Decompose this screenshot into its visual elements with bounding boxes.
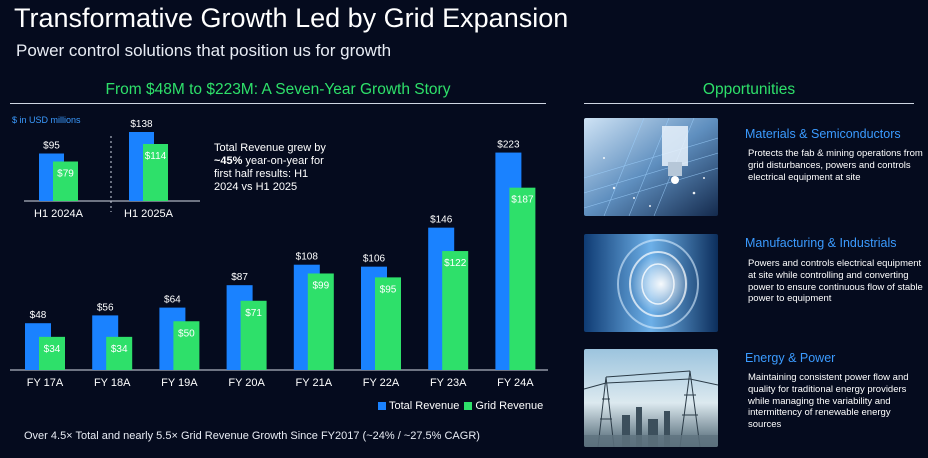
tick-label-fy-21a: FY 21A [296,377,333,389]
label-grid-fy-20a: $71 [245,308,262,319]
label-total-fy-19a: $64 [164,295,181,306]
legend-swatch-total [378,402,386,410]
label-total-fy-23a: $146 [430,215,453,226]
label-total-h1-2024a: $95 [43,141,60,152]
label-total-fy-22a: $106 [363,254,386,265]
label-grid-fy-17a: $34 [44,344,61,355]
opportunity-desc-energy: Maintaining consistent power flow and qu… [748,372,909,431]
growth-note-post: year-on-year for first half results: H1 … [214,155,324,193]
growth-footer: Over 4.5× Total and nearly 5.5× Grid Rev… [24,430,480,442]
label-grid-fy-19a: $50 [178,328,195,339]
legend-label-grid: Grid Revenue [475,400,544,412]
label-grid-fy-21a: $99 [312,280,329,291]
industrial-machining-image [584,234,718,332]
tick-label-fy-20a: FY 20A [228,377,265,389]
bar-grid-h1-2025a [143,144,168,201]
label-total-fy-18a: $56 [97,302,114,313]
opportunities-heading: Opportunities [702,81,796,98]
bar-grid-h1-2024a [53,161,78,201]
chip-illustration-icon [584,118,718,216]
bar-grid-fy-21a [307,273,334,370]
tick-label-fy-23a: FY 23A [430,377,467,389]
right-heading-divider [584,103,914,104]
legend-swatch-grid [464,402,473,410]
page-title: Transformative Growth Led by Grid Expans… [14,3,569,33]
semiconductor-chip-image [584,118,718,216]
label-grid-fy-23a: $122 [444,258,467,269]
bar-grid-fy-23a [442,251,469,370]
growth-story-heading: From $48M to $223M: A Seven-Year Growth … [105,81,451,98]
tick-label-fy-19a: FY 19A [161,377,198,389]
label-total-h1-2025a: $138 [130,119,153,130]
bar-grid-fy-17a [39,336,65,370]
page-subtitle: Power control solutions that position us… [16,41,392,60]
power-substation-image [584,349,718,447]
opportunity-desc-materials: Protects the fab & mining operations fro… [748,148,923,183]
opportunity-title-materials: Materials & Semiconductors [745,127,901,141]
label-total-fy-17a: $48 [30,310,47,321]
bar-grid-fy-19a [173,321,200,370]
units-label: $ in USD millions [12,115,81,125]
growth-note-highlight: ~45% [214,155,243,167]
tick-label-fy-18a: FY 18A [94,377,131,389]
bar-grid-fy-22a [375,277,401,370]
legend-label-total: Total Revenue [389,400,460,412]
label-total-fy-21a: $108 [296,252,319,263]
growth-note: Total Revenue grew by ~45% year-on-year … [214,142,332,194]
tick-label-h1-2024a: H1 2024A [34,208,84,220]
label-grid-fy-24a: $187 [511,195,534,206]
bar-grid-fy-20a [240,300,267,370]
tick-label-h1-2025a: H1 2025A [124,208,174,220]
tick-label-fy-22a: FY 22A [363,377,400,389]
machining-illustration-icon [584,234,718,332]
opportunity-title-energy: Energy & Power [745,351,836,365]
label-grid-h1-2025a: $114 [145,151,167,162]
growth-note-pre: Total Revenue grew by [214,142,326,154]
tick-label-fy-24a: FY 24A [497,377,534,389]
chart-legend: Total Revenue Grid Revenue [378,400,543,412]
substation-illustration-icon [584,349,718,447]
left-heading-divider [10,103,546,104]
label-grid-fy-22a: $95 [380,284,397,295]
tick-label-fy-17a: FY 17A [27,377,64,389]
bar-grid-fy-18a [106,336,133,370]
opportunity-desc-manufacturing: Powers and controls electrical equipment… [748,258,923,305]
opportunity-title-manufacturing: Manufacturing & Industrials [745,236,897,250]
bar-grid-fy-24a [509,187,536,370]
label-grid-h1-2024a: $79 [57,169,74,180]
label-grid-fy-18a: $34 [111,344,128,355]
label-total-fy-20a: $87 [231,272,248,283]
revenue-bar-chart: $95 $79 H1 2024A $138 $114 H1 2025A $48 $34 FY 1… [10,119,548,389]
label-total-fy-24a: $223 [497,140,520,151]
